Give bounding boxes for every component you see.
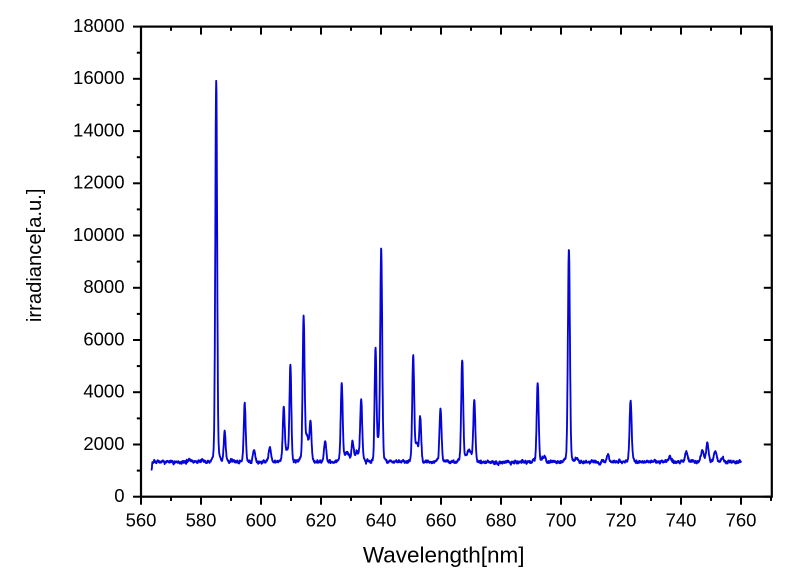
svg-text:irradiance[a.u.]: irradiance[a.u.] (24, 189, 46, 323)
svg-text:680: 680 (486, 509, 517, 530)
svg-text:580: 580 (186, 509, 217, 530)
svg-text:700: 700 (546, 509, 577, 530)
svg-text:660: 660 (426, 509, 457, 530)
svg-text:760: 760 (726, 509, 757, 530)
svg-text:18000: 18000 (73, 15, 124, 36)
svg-text:600: 600 (246, 509, 277, 530)
svg-text:0: 0 (114, 485, 124, 506)
svg-text:Wavelength[nm]: Wavelength[nm] (363, 542, 525, 567)
svg-text:4000: 4000 (83, 381, 124, 402)
svg-text:6000: 6000 (83, 328, 124, 349)
svg-text:14000: 14000 (73, 120, 124, 141)
svg-text:8000: 8000 (83, 276, 124, 297)
svg-text:2000: 2000 (83, 433, 124, 454)
svg-text:16000: 16000 (73, 67, 124, 88)
svg-text:720: 720 (606, 509, 637, 530)
svg-text:640: 640 (366, 509, 397, 530)
svg-text:620: 620 (306, 509, 337, 530)
svg-text:10000: 10000 (73, 224, 124, 245)
svg-text:12000: 12000 (73, 172, 124, 193)
svg-text:560: 560 (126, 509, 157, 530)
svg-text:740: 740 (666, 509, 697, 530)
